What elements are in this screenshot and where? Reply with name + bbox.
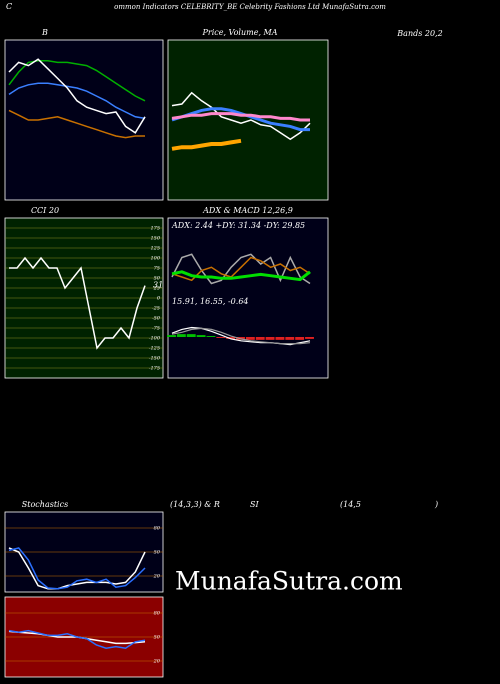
series-line [8,547,146,590]
series-line [171,253,311,285]
series-line [171,91,311,141]
panel-title-part: (14,5 [340,500,361,509]
histogram-bar [255,337,265,340]
y-tick-label: 80 [154,611,161,617]
y-tick-label: 25 [153,286,160,292]
series-line [171,326,311,346]
y-tick-label: 50 [154,550,161,556]
histogram-bar [275,337,285,340]
series-line [171,270,311,282]
adx-text: ADX: 2.44 +DY: 31.34 -DY: 29.85 [171,221,305,230]
y-tick-label: 75 [154,266,160,272]
y-tick-label: 150 [150,236,160,242]
y-tick-label: 0 [157,296,161,302]
series-line [8,60,146,102]
y-tick-label: -150 [149,356,161,362]
panel-title-part: ) [434,500,438,509]
series-line [8,58,146,134]
y-tick-label: -50 [152,316,161,322]
panel-box [167,217,329,379]
series-line [171,327,311,345]
histogram-bar [216,337,226,338]
panel-title: B [41,28,48,37]
histogram-bar [305,337,314,339]
histogram-bar [186,334,196,337]
series-line [8,629,146,649]
histogram-bar [196,335,206,337]
panel-title: Price, Volume, MA [201,28,277,37]
series-line [171,138,242,151]
y-tick-label: -100 [149,336,161,342]
series-line [8,82,146,120]
panel-title: Bands 20,2 [396,29,442,38]
histogram-bar [167,335,176,337]
panel-title-part: Stochastics [22,500,68,509]
y-tick-label: -25 [152,306,160,312]
watermark: MunafaSutra.com [175,567,403,596]
panel-title: CCI 20 [31,206,59,215]
header-initial: C [6,2,12,11]
series-line [8,547,146,590]
histogram-bar [265,337,275,340]
y-tick-label: 20 [153,659,161,665]
y-tick-label: -75 [152,326,160,332]
y-tick-label: 50 [154,276,161,282]
panel-title: ADX & MACD 12,26,9 [202,206,293,215]
panels: B Price, Volume, MA Bands 20,2 CCI 20 175 150… [4,28,443,678]
y-tick-label: -175 [149,366,160,372]
panel-title-part: SI [250,500,259,509]
histogram-bar [206,336,216,337]
series-line [171,107,310,132]
histogram-bar [295,337,305,340]
panel-title-part: (14,3,3) & R [170,500,220,509]
annotation: 31 [153,281,163,290]
y-tick-label: 20 [153,574,161,580]
histogram-bar [245,337,255,340]
series-line [9,256,146,350]
histogram-bar [226,337,236,339]
series-line [171,112,310,122]
header: ommon Indicators CELEBRITY_BE Celebrity … [114,3,386,11]
y-tick-label: 175 [150,226,160,232]
series-line [8,109,145,139]
y-tick-label: 100 [150,256,160,262]
y-tick-label: 80 [154,526,161,532]
y-tick-label: -125 [149,346,160,352]
y-tick-label: 125 [150,246,160,252]
y-tick-label: 50 [154,635,161,641]
histogram-bar [285,337,295,340]
macd-text: 15.91, 16.55, -0.64 [172,297,249,306]
histogram-bar [176,334,186,337]
